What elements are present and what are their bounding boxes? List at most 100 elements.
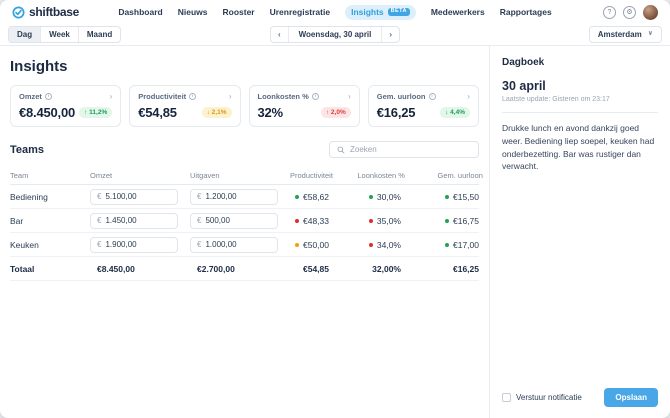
chevron-left-icon[interactable]: ‹: [277, 29, 281, 39]
kpi-productiviteit-delta-badge: ↓ 2,1%: [201, 107, 232, 118]
divider: [502, 112, 658, 113]
period-option-week[interactable]: Week: [41, 27, 79, 42]
team-name: Bar: [10, 215, 24, 226]
dagboek-last-update: Laatste update: Gisteren om 23:17: [502, 96, 610, 103]
notification-label: Verstuur notificatie: [516, 393, 582, 402]
omzet-input-bediening[interactable]: €: [90, 188, 178, 205]
nav-item-insights-active[interactable]: Insights BETA: [345, 4, 416, 20]
brand-logo[interactable]: shiftbase: [12, 5, 118, 19]
kpi-omzet-label: Omzet: [19, 92, 42, 101]
teams-section-title: Teams: [10, 143, 45, 156]
loonkosten-value: 35,0%: [376, 215, 401, 226]
kpi-cards: Omzet i › €8.450,00 ↑ 11,2% Productivite…: [10, 85, 479, 127]
omzet-field[interactable]: [105, 240, 171, 249]
currency-prefix: €: [197, 240, 202, 249]
status-dot: [445, 218, 449, 223]
uurloon-value: €16,75: [453, 215, 479, 226]
chevron-right-icon[interactable]: ›: [228, 91, 232, 101]
info-icon[interactable]: i: [428, 93, 436, 100]
period-segmented-control: Dag Week Maand: [8, 26, 122, 43]
currency-prefix: €: [197, 216, 202, 225]
kpi-loonkosten-value: 32%: [257, 105, 284, 120]
status-dot: [295, 194, 299, 199]
uitgaven-field[interactable]: [205, 192, 271, 201]
main-nav: Dashboard Nieuws Rooster Urenregistratie…: [118, 4, 552, 20]
omzet-field[interactable]: [105, 192, 171, 201]
currency-prefix: €: [197, 192, 202, 201]
uitgaven-input-bar[interactable]: €: [190, 212, 278, 229]
team-name: Bediening: [10, 191, 48, 202]
chevron-right-icon[interactable]: ›: [348, 91, 351, 101]
col-header-productiviteit: Productiviteit: [290, 171, 333, 180]
chevron-right-icon[interactable]: ›: [109, 91, 113, 101]
period-option-maand[interactable]: Maand: [86, 30, 113, 39]
table-row-bar: Bar € € €48,33 35,0% €16,75: [10, 209, 479, 233]
notification-checkbox-row[interactable]: Verstuur notificatie: [502, 393, 582, 402]
col-header-uurloon: Gem. uurloon: [437, 171, 483, 180]
nav-item-rapportages[interactable]: Rapportages: [499, 7, 552, 17]
chevron-right-icon[interactable]: ›: [467, 91, 470, 101]
uitgaven-field[interactable]: [205, 216, 271, 225]
team-search[interactable]: [329, 141, 479, 158]
checkbox-unchecked[interactable]: [502, 393, 511, 402]
total-productiviteit: €54,85: [303, 263, 329, 274]
col-header-omzet: Omzet: [90, 171, 113, 180]
kpi-card-loonkosten[interactable]: Loonkosten % i › 32% ↑ 2,0%: [248, 85, 360, 127]
info-icon[interactable]: i: [189, 93, 197, 100]
dagboek-date: 30 april: [502, 79, 546, 93]
total-loonkosten: 32,00%: [372, 263, 401, 274]
user-avatar[interactable]: [643, 4, 658, 20]
nav-item-medewerkers[interactable]: Medewerkers: [430, 7, 485, 17]
info-icon[interactable]: i: [311, 93, 319, 100]
chevron-right-icon[interactable]: ›: [389, 29, 393, 39]
omzet-field[interactable]: [105, 216, 171, 225]
search-input[interactable]: [350, 145, 471, 154]
kpi-card-omzet[interactable]: Omzet i › €8.450,00 ↑ 11,2%: [10, 85, 122, 127]
table-row-keuken: Keuken € € €50,00 34,0% €17,00: [10, 233, 479, 257]
filter-toolbar: Dag Week Maand ‹ Woensdag, 30 april › Am…: [0, 24, 670, 46]
beta-badge: BETA: [387, 7, 410, 17]
uurloon-value: €15,50: [453, 191, 479, 202]
header-actions: ? ⚙: [552, 4, 658, 20]
team-name: Keuken: [10, 239, 39, 250]
productiviteit-value: €58,62: [303, 191, 329, 202]
currency-prefix: €: [97, 216, 102, 225]
dagboek-title: Dagboek: [502, 57, 545, 68]
omzet-input-keuken[interactable]: €: [90, 236, 178, 253]
help-icon[interactable]: ?: [603, 5, 616, 19]
kpi-uurloon-delta-badge: ↓ 4,4%: [440, 107, 470, 118]
save-button[interactable]: Opslaan: [604, 388, 658, 407]
total-label: Totaal: [10, 263, 35, 274]
nav-item-urenregistratie[interactable]: Urenregistratie: [269, 7, 331, 17]
location-dropdown[interactable]: Amsterdam ∨: [588, 26, 662, 43]
uitgaven-field[interactable]: [205, 240, 271, 249]
dagboek-panel: Dagboek 30 april Laatste update: Gistere…: [489, 46, 670, 418]
currency-prefix: €: [97, 240, 102, 249]
col-header-loonkosten: Loonkosten %: [357, 171, 405, 180]
kpi-card-uurloon[interactable]: Gem. uurloon i › €16,25 ↓ 4,4%: [367, 85, 479, 127]
table-header-row: Team Omzet Uitgaven Productiviteit Loonk…: [10, 167, 483, 185]
insights-main: Insights Omzet i › €8.450,00 ↑ 11,2% P: [0, 46, 489, 418]
period-option-dag[interactable]: Dag: [9, 27, 42, 42]
kpi-card-productiviteit[interactable]: Productiviteit i › €54,85 ↓ 2,1%: [129, 85, 241, 127]
uitgaven-input-bediening[interactable]: €: [190, 188, 278, 205]
status-dot: [368, 218, 373, 223]
loonkosten-value: 34,0%: [376, 239, 401, 250]
dagboek-note[interactable]: Drukke lunch en avond dankzij goed weer.…: [502, 123, 655, 172]
chevron-down-icon: ∨: [647, 30, 653, 38]
kpi-omzet-value: €8.450,00: [19, 105, 76, 120]
teams-table: Team Omzet Uitgaven Productiviteit Loonk…: [10, 167, 483, 281]
kpi-productiviteit-value: €54,85: [138, 105, 177, 120]
uitgaven-input-keuken[interactable]: €: [190, 236, 278, 253]
current-date-label[interactable]: Woensdag, 30 april: [287, 27, 383, 42]
status-dot: [445, 242, 449, 247]
nav-item-rooster[interactable]: Rooster: [222, 7, 255, 17]
table-total-row: Totaal €8.450,00 €2.700,00 €54,85 32,00%…: [10, 257, 479, 281]
omzet-input-bar[interactable]: €: [90, 212, 178, 229]
nav-insights-label: Insights: [351, 7, 384, 17]
nav-item-nieuws[interactable]: Nieuws: [177, 7, 208, 17]
settings-gear-icon[interactable]: ⚙: [623, 5, 636, 19]
info-icon[interactable]: i: [44, 93, 52, 100]
nav-item-dashboard[interactable]: Dashboard: [118, 7, 163, 17]
status-dot: [295, 242, 299, 247]
